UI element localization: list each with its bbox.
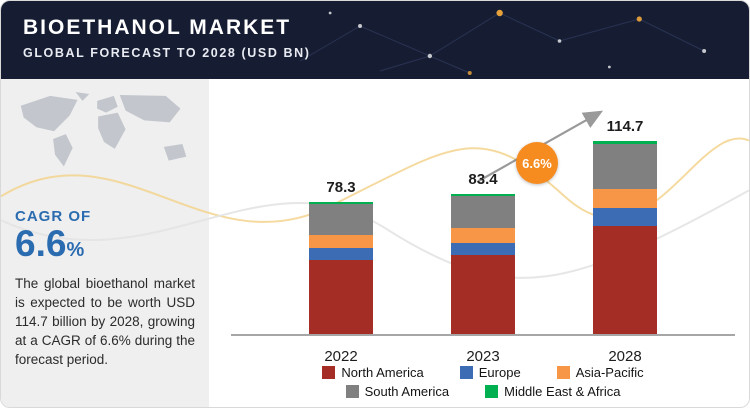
bar-total-label: 114.7	[606, 118, 644, 136]
legend-row-1: North America Europe Asia-Pacific	[225, 365, 741, 380]
bar-segment	[309, 234, 373, 249]
legend-item: Middle East & Africa	[485, 384, 620, 399]
x-axis-label: 2023	[466, 348, 500, 365]
chart-pane: 6.6% 78.3 83.4 114.7 2022 2023 2028 North Am…	[209, 79, 749, 407]
bar-total-label: 83.4	[468, 170, 498, 188]
summary-sidebar: CAGR OF 6.6% The global bioethanol marke…	[1, 79, 209, 407]
summary-text: The global bioethanol market is expected…	[15, 275, 195, 368]
bar-column-2023: 83.4	[451, 171, 515, 334]
legend-swatch	[485, 385, 499, 398]
growth-rate-badge: 6.6%	[516, 142, 558, 184]
x-axis-label: 2022	[324, 348, 358, 365]
bar-column-2022: 78.3	[309, 179, 373, 334]
legend-label: Europe	[478, 365, 521, 380]
network-decoration	[299, 9, 707, 75]
legend-label: Asia-Pacific	[575, 365, 644, 380]
stacked-bar	[309, 202, 373, 334]
legend-item: South America	[345, 384, 450, 399]
bar-segment	[593, 144, 657, 189]
bar-total-label: 78.3	[326, 179, 356, 197]
report-title: BIOETHANOL MARKET	[23, 16, 292, 39]
bar-segment	[593, 208, 657, 226]
legend-label: South America	[364, 384, 450, 399]
plot-area: 78.3 83.4 114.7	[231, 75, 735, 336]
legend-item: Europe	[459, 365, 521, 380]
legend-swatch	[459, 366, 473, 379]
legend-row-2: South America Middle East & Africa	[225, 384, 741, 399]
bar-column-2028: 114.7	[593, 118, 657, 334]
cagr-label: CAGR OF	[15, 208, 92, 225]
bar-segment	[451, 255, 515, 334]
legend-swatch	[345, 385, 359, 398]
world-map	[1, 79, 209, 202]
bar-segment	[451, 242, 515, 256]
chart-legend: North America Europe Asia-Pacific South Am…	[225, 361, 741, 403]
cagr-percent-sign: %	[66, 239, 85, 261]
header-banner: BIOETHANOL MARKET GLOBAL FORECAST TO 202…	[1, 1, 749, 79]
cagr-number: 6.6	[15, 223, 67, 264]
cagr-value: 6.6%	[1, 223, 209, 264]
bar-segment	[451, 196, 515, 229]
bar-segment	[593, 188, 657, 209]
bar-segment	[309, 260, 373, 334]
report-subtitle: GLOBAL FORECAST TO 2028 (USD BN)	[23, 46, 311, 60]
stacked-bar	[451, 193, 515, 334]
x-axis: 2022 2023 2028	[231, 348, 735, 365]
legend-item: Asia-Pacific	[556, 365, 644, 380]
legend-item: North America	[322, 365, 424, 380]
bar-segment	[593, 225, 657, 334]
bar-segment	[309, 248, 373, 260]
legend-label: Middle East & Africa	[504, 384, 621, 399]
stacked-bar	[593, 141, 657, 334]
legend-label: North America	[341, 365, 424, 380]
content-area: CAGR OF 6.6% The global bioethanol marke…	[1, 79, 749, 407]
legend-swatch	[556, 366, 570, 379]
x-axis-label: 2028	[608, 348, 642, 365]
bar-segment	[451, 228, 515, 243]
world-map-graphic	[20, 92, 187, 167]
bar-segment	[309, 204, 373, 235]
legend-swatch	[322, 366, 336, 379]
